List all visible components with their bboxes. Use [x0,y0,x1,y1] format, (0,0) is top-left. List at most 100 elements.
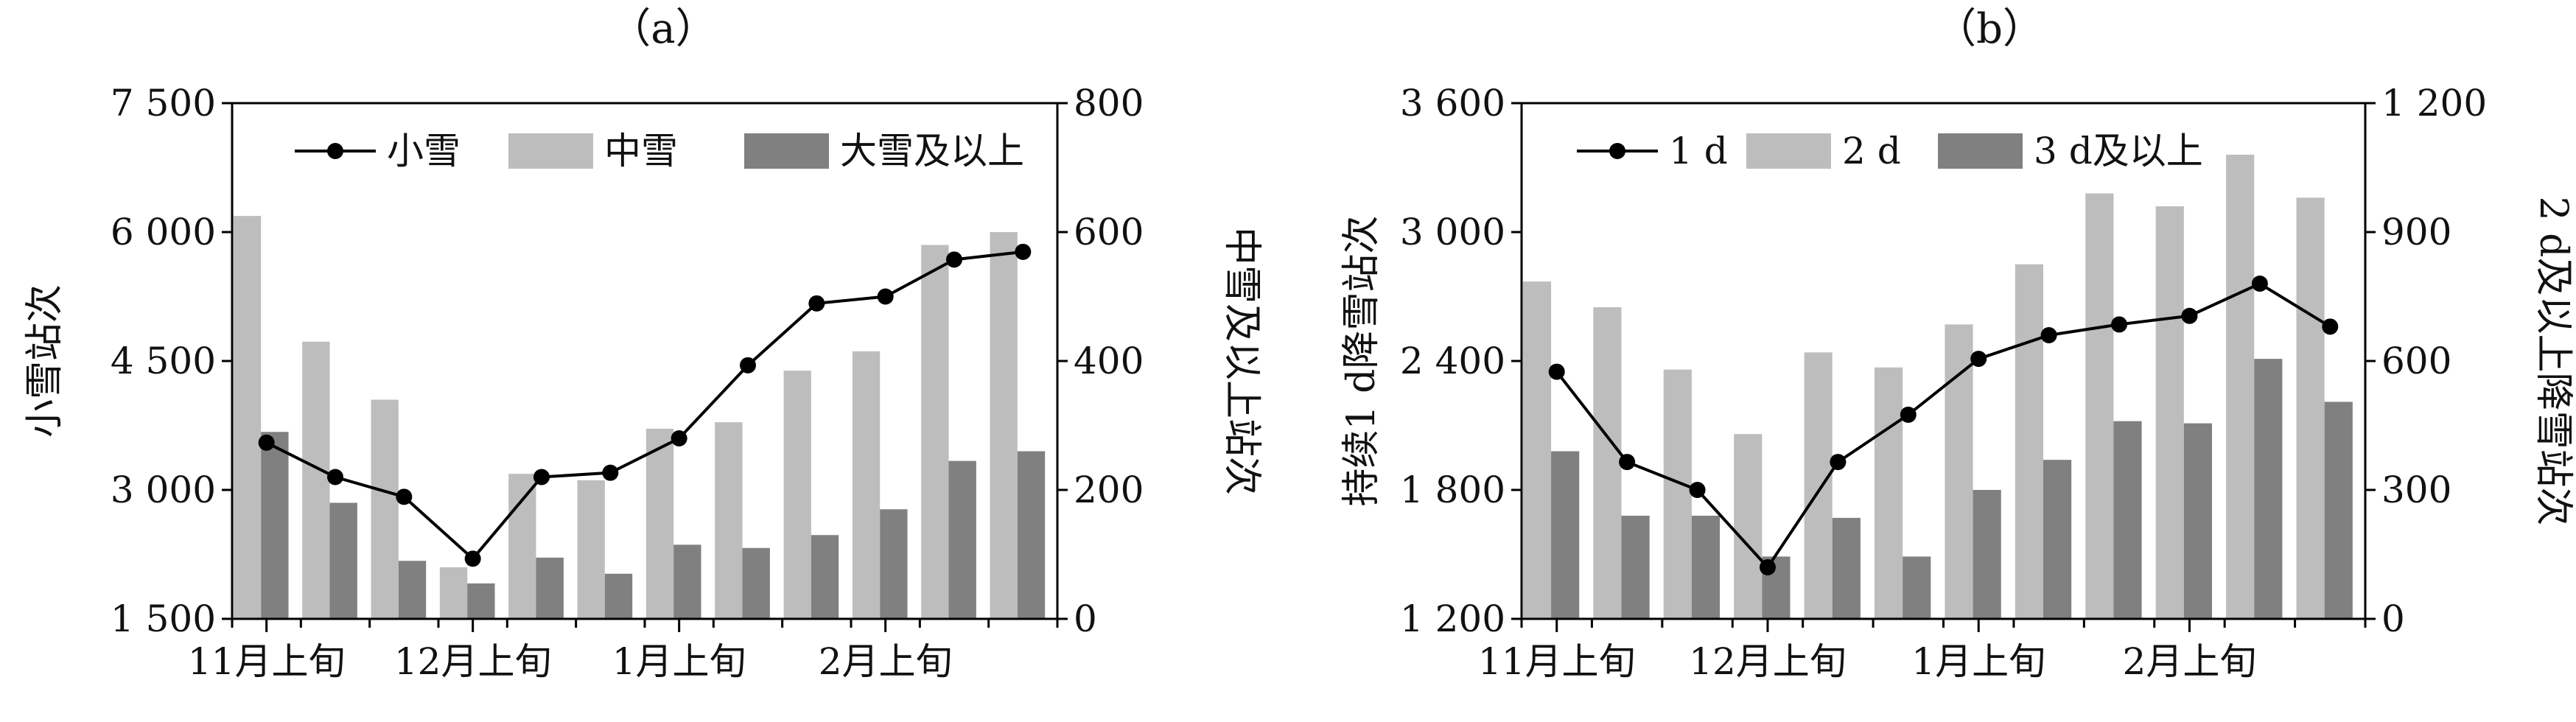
y-left-tick-label: 2 400 [1400,340,1505,382]
line-point [602,464,619,481]
y-right-tick-label: 1 200 [2381,82,2487,125]
y-right-tick-label: 400 [1074,340,1144,382]
legend-marker [327,143,343,159]
bar-light [439,567,468,619]
bar-light [783,371,811,619]
bar-dark [2324,402,2353,619]
bar-dark [1973,490,2001,619]
bar-dark [880,509,908,619]
x-tick-label: 2月上旬 [819,640,953,683]
bar-light [508,474,536,619]
bar-dark [673,544,701,619]
line-point [1015,243,1032,260]
bar-light [1522,281,1552,619]
x-tick-label: 12月上旬 [1689,640,1847,683]
bar-dark [604,573,633,619]
panel-b: （b） 1 200 1 800 2 400 3 000 3 600 0 300 600 900 1 … [1340,5,2575,683]
bar-light [715,422,743,619]
legend-bar-swatch [744,133,829,169]
bar-light [577,480,605,619]
y-left-tick-label: 3 600 [1400,82,1505,125]
line-series [265,250,1023,561]
legend-label: 大雪及以上 [840,130,1024,172]
y-left-tick-label: 3 000 [1400,211,1505,253]
line-point [2251,276,2268,292]
y-left-axis-label: 持续1 d降雪站次 [1340,216,1384,507]
bar-dark [1551,451,1580,619]
bar-dark [329,502,357,619]
bar-light [2226,155,2255,619]
bar-dark [2043,460,2072,619]
x-tick-label: 12月上旬 [394,640,552,683]
legend-label: 3 d及以上 [2034,130,2203,172]
panel-title: （b） [1935,5,2044,53]
y-right-tick-label: 900 [2381,211,2451,253]
legend-label: 小雪 [387,130,461,172]
x-tick-label: 1月上旬 [612,640,746,683]
line-point [2040,327,2057,343]
y-left-tick-label: 7 500 [111,82,216,125]
bar-dark [948,460,976,619]
y-left-tick-label: 6 000 [111,211,216,253]
bar-dark [398,561,427,619]
line-point [327,469,343,486]
y-left-tick-label: 4 500 [111,340,216,382]
x-tick-label: 1月上旬 [1911,640,2045,683]
line-point [1970,351,1987,368]
line-point [740,357,756,374]
legend-marker [1609,143,1625,159]
y-right-axis-label: 2 d及以上降雪站次 [2531,197,2575,526]
line-point [464,550,481,567]
bar-dark [2254,359,2283,619]
y-left-axis-label: 小雪站次 [23,284,67,438]
legend-label: 中雪 [604,130,678,172]
y-left-tick-label: 3 000 [111,469,216,511]
line-point [1759,559,1776,575]
line-point [2111,316,2128,333]
legend-label: 2 d [1842,130,1901,172]
bar-light [2296,197,2325,619]
bar-dark [811,535,839,619]
bar-dark [1691,516,1721,619]
bar-light [645,428,674,619]
bar-light [1593,307,1622,619]
line-point [1900,406,1917,423]
line-point [2322,318,2339,335]
bar-light [1663,369,1692,619]
bar-light [2155,206,2184,619]
bar-light [1734,434,1763,619]
panel-title: （a） [609,5,716,53]
y-right-tick-label: 300 [2381,469,2451,511]
y-right-tick-label: 200 [1074,469,1144,511]
bar-dark [2183,423,2212,619]
line-point [1619,454,1636,471]
y-right-tick-label: 600 [2381,340,2451,382]
y-left-tick-label: 1 800 [1400,469,1505,511]
line-point [1689,482,1706,498]
line-series [1555,281,2331,570]
line-point [946,251,962,268]
legend-label: 1 d [1669,130,1728,172]
bar-light [1804,352,1833,619]
x-tick-label: 11月上旬 [188,640,346,683]
line-point [1548,363,1565,380]
bar-light [852,351,881,619]
bar-light [1874,367,1903,619]
bar-dark [742,547,770,619]
x-tick-label: 11月上旬 [1478,640,1636,683]
bar-dark [1832,517,1861,619]
bar-light [1945,324,1973,619]
bar-dark [1017,451,1046,619]
bar-dark [536,557,564,619]
x-tick-label: 2月上旬 [2123,640,2257,683]
y-right-tick-label: 0 [2381,597,2405,640]
legend-bar-swatch [508,133,593,169]
bar-light [2085,193,2114,619]
line-point [258,434,275,451]
bar-light [371,399,399,619]
line-point [808,295,825,312]
bar-light [990,232,1018,619]
y-right-tick-label: 0 [1074,597,1097,640]
